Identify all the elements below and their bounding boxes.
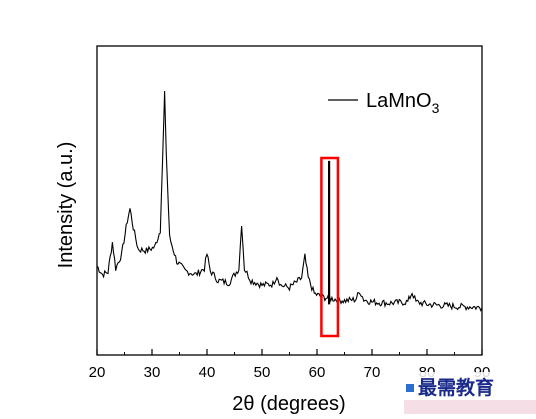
watermark-logo-icon [406, 384, 414, 392]
x-tick-label-50: 50 [254, 364, 271, 381]
legend: LaMnO3 [328, 90, 440, 116]
watermark: 最需教育 [402, 372, 536, 419]
y-axis-label: Intensity (a.u.) [55, 142, 77, 269]
highlight-box [320, 156, 340, 338]
legend-label: LaMnO3 [366, 90, 440, 116]
x-axis-label: 2θ (degrees) [232, 393, 345, 415]
watermark-text: 最需教育 [418, 376, 494, 399]
x-tick-label-20: 20 [89, 364, 106, 381]
x-tick-label-70: 70 [364, 364, 381, 381]
x-tick-label-40: 40 [199, 364, 216, 381]
x-tick-label-60: 60 [309, 364, 326, 381]
x-tick-label-30: 30 [144, 364, 161, 381]
watermark-band [404, 400, 536, 414]
series-line-lamno3 [96, 90, 483, 312]
